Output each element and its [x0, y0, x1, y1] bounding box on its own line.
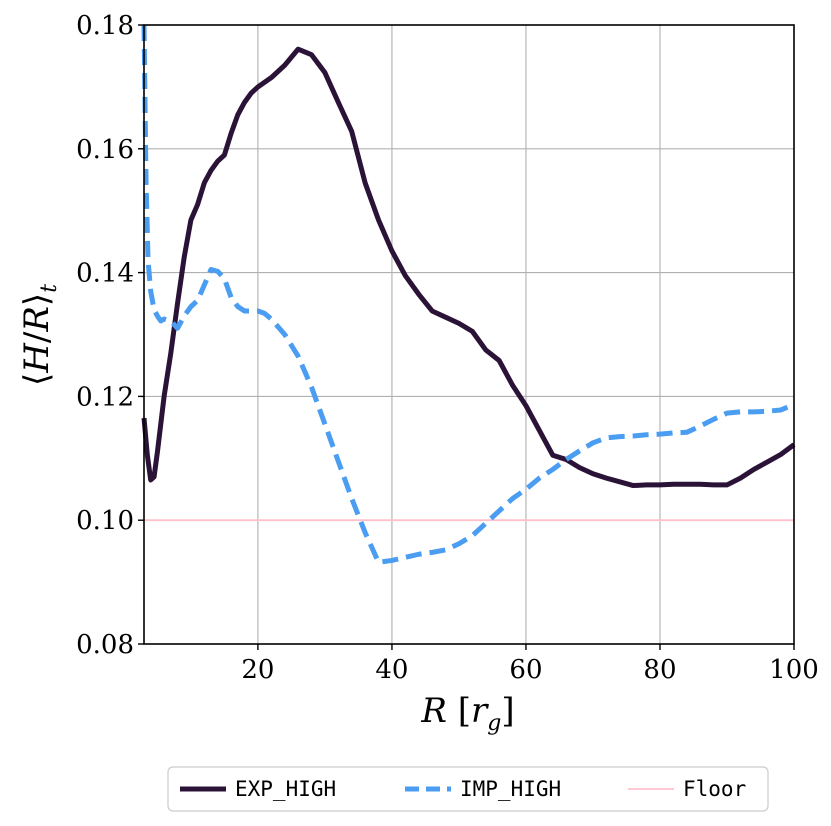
legend-box — [167, 766, 769, 812]
x-tick-label: 100 — [769, 655, 819, 685]
plot-frame — [143, 24, 795, 645]
grid-lines — [144, 24, 795, 645]
series-line-imp-high — [141, 24, 795, 565]
x-tick-label: 80 — [643, 655, 676, 685]
x-tick-label: 20 — [241, 655, 274, 685]
y-tick-label: 0.16 — [76, 135, 134, 165]
x-tick-label: 40 — [375, 655, 408, 685]
x-axis-label: R [rg] — [420, 691, 514, 736]
svg-text:⟨H/R⟩t: ⟨H/R⟩t — [17, 284, 62, 386]
y-axis-label: ⟨H/R⟩t — [17, 284, 62, 386]
y-tick-label: 0.08 — [76, 630, 134, 660]
legend-label: IMP_HIGH — [460, 777, 561, 801]
x-tick-label: 60 — [509, 655, 542, 685]
legend-label: Floor — [683, 777, 746, 801]
y-tick-label: 0.12 — [76, 382, 134, 412]
series-group — [141, 24, 796, 565]
y-tick-label: 0.10 — [76, 506, 134, 536]
y-ticks: 0.08 0.10 0.12 0.14 0.16 0.18 — [76, 11, 144, 660]
series-line-exp-high — [141, 46, 796, 489]
legend: EXP_HIGH IMP_HIGH Floor — [167, 766, 769, 812]
y-tick-label: 0.18 — [76, 11, 134, 41]
y-tick-label: 0.14 — [76, 259, 134, 289]
x-ticks: 20 40 60 80 100 — [241, 644, 819, 685]
legend-label: EXP_HIGH — [235, 777, 336, 801]
